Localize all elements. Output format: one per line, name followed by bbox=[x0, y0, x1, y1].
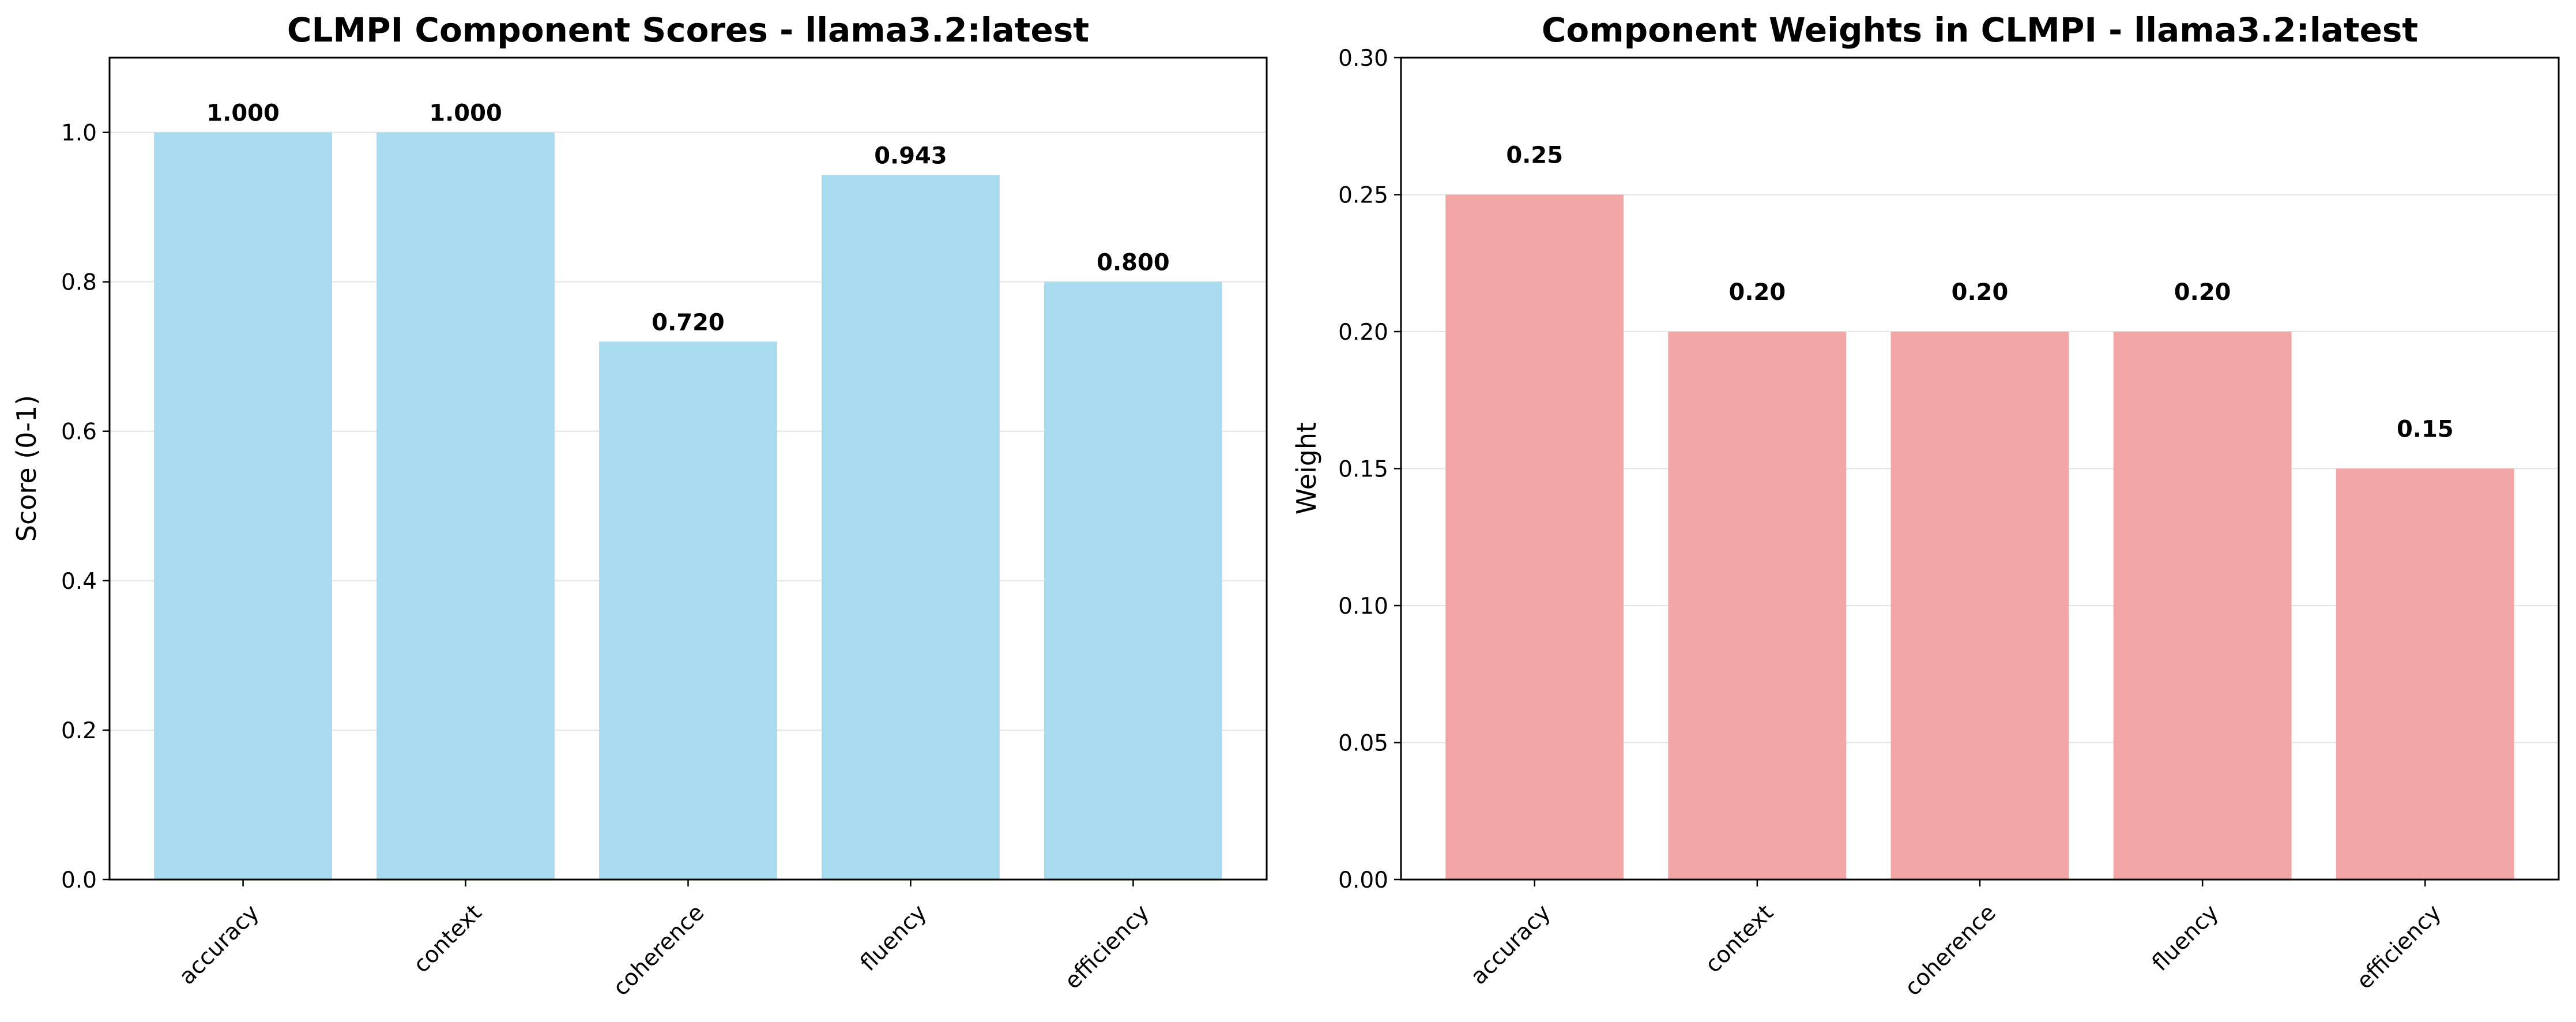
x-tick-label-fluency: fluency bbox=[2147, 900, 2224, 976]
y-tick-label: 0.2 bbox=[61, 718, 97, 744]
y-tick-label: 0.20 bbox=[1338, 320, 1388, 345]
y-tick-label: 0.30 bbox=[1338, 46, 1388, 72]
bar-fluency bbox=[822, 175, 1000, 880]
data-label-efficiency: 0.15 bbox=[2397, 416, 2454, 443]
chart-title: Component Weights in CLMPI - llama3.2:la… bbox=[1542, 10, 2418, 50]
axes-frame bbox=[1400, 57, 2560, 881]
bar-efficiency bbox=[2336, 468, 2514, 880]
x-tick-label-coherence: coherence bbox=[608, 900, 710, 1001]
data-label-accuracy: 1.000 bbox=[206, 100, 280, 127]
data-label-efficiency: 0.800 bbox=[1097, 250, 1170, 276]
data-label-coherence: 0.720 bbox=[651, 309, 725, 336]
bar-fluency bbox=[2113, 332, 2292, 880]
data-label-accuracy: 0.25 bbox=[1506, 142, 1563, 169]
bar-context bbox=[1668, 332, 1847, 880]
bar-accuracy bbox=[1445, 194, 1624, 880]
x-tick-label-accuracy: accuracy bbox=[1466, 900, 1556, 990]
chart-panel-2: 0.25 accuracy 0.20 context 0.20 coherence 0.20… bbox=[1291, 10, 2560, 1001]
y-tick-label: 0.8 bbox=[61, 270, 97, 296]
chart-title: CLMPI Component Scores - llama3.2:latest bbox=[287, 10, 1089, 50]
data-label-fluency: 0.20 bbox=[2174, 279, 2231, 306]
x-tick-label-efficiency: efficiency bbox=[2352, 900, 2446, 994]
bar-context bbox=[376, 132, 555, 880]
data-label-fluency: 0.943 bbox=[874, 142, 947, 169]
y-axis-label: Score (0-1) bbox=[11, 395, 42, 542]
bar-coherence bbox=[599, 341, 777, 880]
x-tick-label-context: context bbox=[1700, 900, 1779, 978]
y-tick-label: 0.4 bbox=[61, 569, 97, 595]
data-label-coherence: 0.20 bbox=[1952, 279, 2009, 306]
data-label-context: 0.20 bbox=[1728, 279, 1786, 306]
y-tick-label: 0.00 bbox=[1338, 867, 1388, 893]
chart-panel-1: 1.000 accuracy 1.000 context 0.720 coherence 0… bbox=[11, 10, 1268, 1001]
x-tick-label-fluency: fluency bbox=[856, 900, 932, 976]
bar-coherence bbox=[1890, 332, 2069, 880]
axes-frame bbox=[108, 57, 1268, 881]
x-tick-label-accuracy: accuracy bbox=[174, 900, 264, 990]
x-tick-label-efficiency: efficiency bbox=[1060, 900, 1154, 994]
y-tick-label: 0.10 bbox=[1338, 593, 1388, 619]
x-tick-label-coherence: coherence bbox=[1900, 900, 2001, 1001]
bar-accuracy bbox=[154, 132, 332, 880]
y-tick-label: 0.15 bbox=[1338, 457, 1388, 483]
y-tick-label: 0.25 bbox=[1338, 183, 1388, 209]
y-tick-label: 0.05 bbox=[1338, 731, 1388, 757]
y-tick-label: 0.6 bbox=[61, 419, 97, 445]
x-tick-label-context: context bbox=[409, 900, 487, 978]
y-axis-label: Weight bbox=[1291, 422, 1322, 514]
y-tick-label: 1.0 bbox=[61, 121, 97, 146]
y-tick-label: 0.0 bbox=[61, 867, 97, 893]
bar-efficiency bbox=[1044, 281, 1222, 880]
data-label-context: 1.000 bbox=[429, 100, 502, 127]
